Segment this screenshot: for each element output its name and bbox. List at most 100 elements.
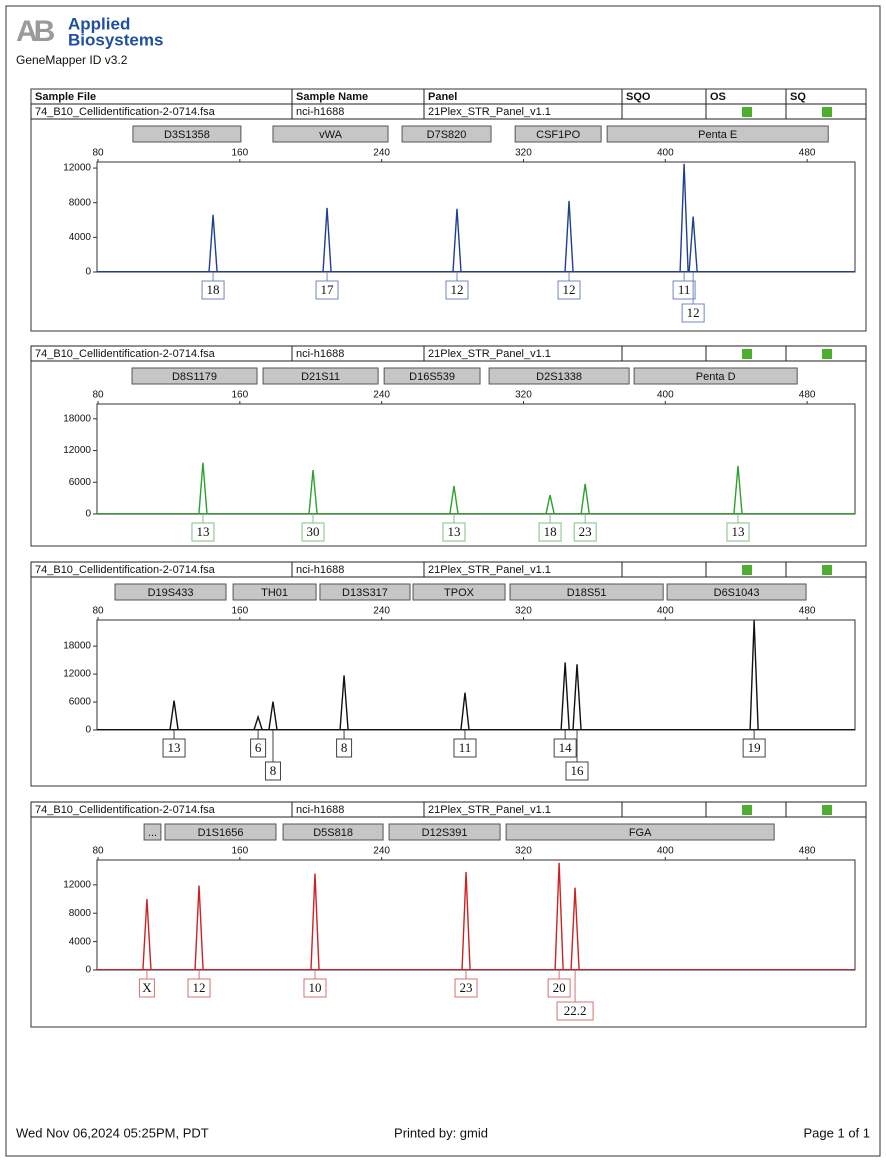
- quality-flag: [822, 349, 832, 359]
- quality-flag: [742, 349, 752, 359]
- peak: [560, 662, 570, 730]
- marker-box: [401, 125, 492, 143]
- marker-name: D2S1338: [536, 371, 582, 383]
- sample-row: [30, 345, 867, 362]
- sample-file: 74_B10_Cellidentification-2-0714.fsa: [35, 348, 216, 360]
- marker-name: D1S1656: [198, 827, 244, 839]
- marker-box: [319, 583, 411, 601]
- x-tick-label: 320: [515, 390, 532, 401]
- brand: Applied: [68, 14, 130, 33]
- y-tick-label: 8000: [69, 908, 92, 919]
- software-version: GeneMapper ID v3.2: [16, 53, 128, 67]
- y-tick-label: 0: [85, 509, 91, 520]
- x-tick-label: 160: [231, 846, 248, 857]
- footer-printed-by: Printed by: gmid: [394, 1125, 488, 1140]
- x-tick-label: 240: [373, 606, 390, 617]
- allele-label: 10: [308, 980, 321, 995]
- y-tick-label: 12000: [63, 669, 91, 680]
- marker-name: D6S1043: [714, 587, 760, 599]
- x-tick-label: 480: [799, 606, 816, 617]
- marker-name: CSF1PO: [536, 129, 580, 141]
- y-tick-label: 18000: [63, 413, 91, 424]
- quality-flag: [822, 107, 832, 117]
- x-tick-label: 160: [231, 606, 248, 617]
- marker-name: FGA: [629, 827, 652, 839]
- brand: Biosystems: [68, 30, 163, 49]
- allele-label-box: [191, 522, 215, 542]
- plot-area: [96, 619, 856, 731]
- allele-label: 6: [255, 740, 262, 755]
- quality-flag: [742, 805, 752, 815]
- allele-label-box: [442, 522, 466, 542]
- marker-name: vWA: [319, 129, 342, 141]
- quality-flag: [822, 805, 832, 815]
- allele-label: 16: [571, 763, 585, 778]
- y-tick-label: 4000: [69, 232, 92, 243]
- allele-label-box: [742, 738, 766, 758]
- allele-label: 13: [731, 524, 744, 539]
- allele-label: 12: [687, 305, 700, 320]
- allele-label: 17: [321, 282, 335, 297]
- allele-label-box: [726, 522, 750, 542]
- marker-name: TPOX: [444, 587, 475, 599]
- x-tick-label: 400: [657, 148, 674, 159]
- peak: [253, 714, 263, 730]
- logo-mark: AB: [16, 15, 55, 48]
- y-tick-label: 12000: [63, 879, 91, 890]
- allele-label-box: [301, 522, 325, 542]
- y-tick-label: 18000: [63, 641, 91, 652]
- allele-label-box: [565, 761, 589, 781]
- plot-area: [96, 161, 856, 273]
- marker-box: [114, 583, 227, 601]
- marker-name: D8S1179: [172, 371, 217, 383]
- y-tick-label: 4000: [69, 936, 92, 947]
- marker-box: [509, 583, 664, 601]
- y-tick-label: 0: [85, 267, 91, 278]
- sample-name: nci-h1688: [296, 804, 344, 816]
- allele-label: 8: [270, 763, 277, 778]
- plot-area: [96, 859, 856, 971]
- x-tick-label: 320: [515, 148, 532, 159]
- marker-box: [232, 583, 317, 601]
- allele-label-box: [547, 978, 571, 998]
- allele-label-box: [557, 280, 581, 300]
- y-tick-label: 6000: [69, 477, 92, 488]
- allele-label: 30: [307, 524, 320, 539]
- peak: [268, 701, 278, 730]
- x-tick-label: 80: [92, 606, 104, 617]
- marker-box: [143, 823, 162, 841]
- allele-label-box: [681, 303, 705, 323]
- allele-label: 20: [553, 980, 566, 995]
- column-header: OS: [710, 91, 726, 103]
- allele-label: 18: [207, 282, 220, 297]
- x-tick-label: 240: [373, 390, 390, 401]
- marker-box: [388, 823, 501, 841]
- footer-page: Page 1 of 1: [804, 1125, 871, 1140]
- marker-box: [132, 125, 242, 143]
- marker-name: D12S391: [422, 827, 468, 839]
- allele-label-box: [201, 280, 225, 300]
- footer-date: Wed Nov 06,2024 05:25PM, PDT: [16, 1125, 209, 1140]
- x-tick-label: 400: [657, 846, 674, 857]
- marker-name: D13S317: [342, 587, 388, 599]
- allele-label: 8: [341, 740, 348, 755]
- y-tick-label: 0: [85, 965, 91, 976]
- allele-label-box: [454, 978, 478, 998]
- allele-label: 23: [460, 980, 473, 995]
- sample-row: [30, 801, 867, 818]
- plot-area: [96, 403, 856, 515]
- allele-label: 12: [563, 282, 576, 297]
- marker-name: D3S1358: [164, 129, 210, 141]
- x-tick-label: 480: [799, 390, 816, 401]
- column-header: Panel: [428, 91, 457, 103]
- peak: [194, 885, 204, 970]
- peak: [198, 462, 208, 514]
- marker-name: D21S11: [301, 371, 340, 383]
- column-header: SQO: [626, 91, 651, 103]
- allele-label: 12: [193, 980, 206, 995]
- allele-label: 22.2: [564, 1003, 587, 1018]
- marker-name: D19S433: [148, 587, 194, 599]
- marker-box: [514, 125, 602, 143]
- allele-label-box: [138, 978, 155, 998]
- x-tick-label: 480: [799, 846, 816, 857]
